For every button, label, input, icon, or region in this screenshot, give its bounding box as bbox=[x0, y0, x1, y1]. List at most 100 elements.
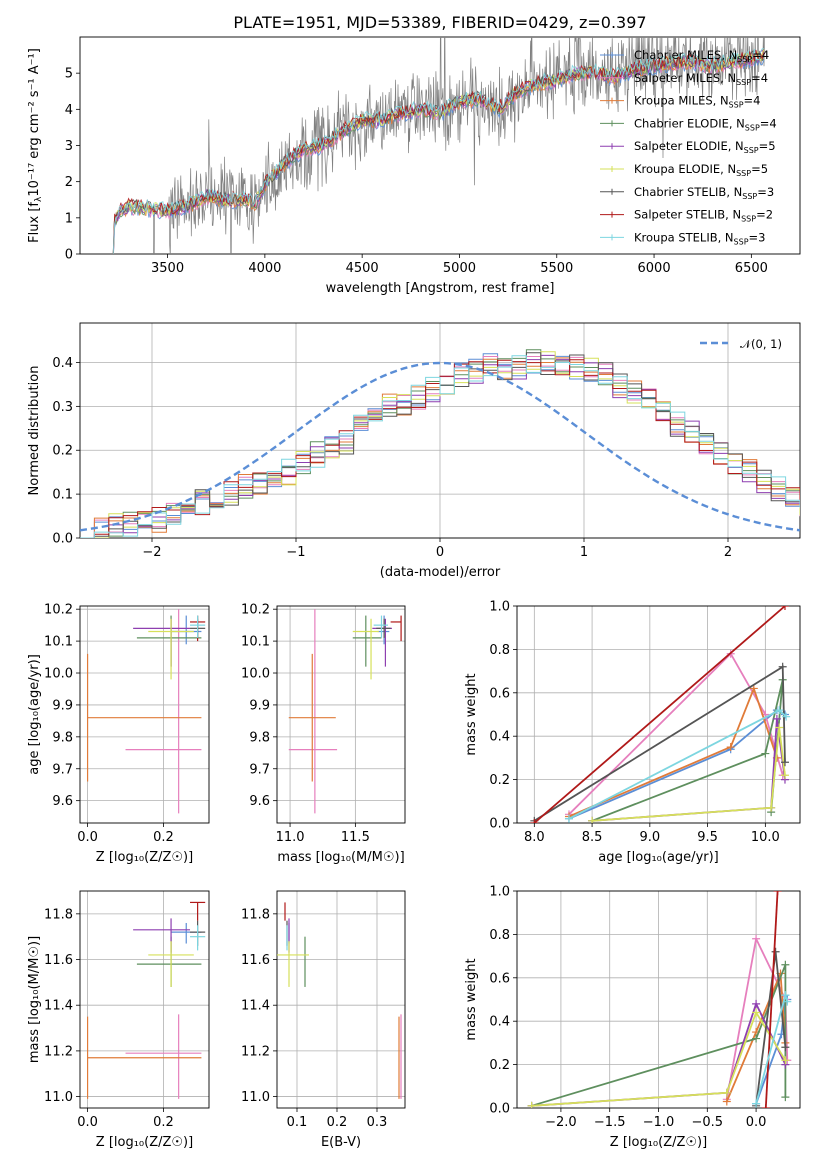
legend-entry: Salpeter ELODIE, NSSP=5 bbox=[634, 139, 776, 155]
x-tick-label: 9.0 bbox=[639, 830, 660, 845]
x-tick-label: 0 bbox=[436, 545, 444, 560]
axes-frame bbox=[516, 890, 801, 1109]
mass-weight-point bbox=[781, 991, 790, 1000]
mass-weight-point bbox=[780, 606, 789, 610]
mass-weight-point bbox=[726, 743, 735, 752]
x-tick-label: 11.5 bbox=[341, 830, 370, 845]
mass-weight-point bbox=[527, 1101, 536, 1108]
legend-entry: Kroupa STELIB, NSSP=3 bbox=[634, 230, 765, 246]
observed-spectrum bbox=[112, 37, 765, 254]
y-tick-label: 0 bbox=[65, 248, 73, 263]
mass-weight-point bbox=[752, 934, 761, 943]
y-tick-label: 9.8 bbox=[249, 730, 270, 745]
x-tick-label: −1.5 bbox=[594, 1115, 626, 1130]
y-tick-label: 10.0 bbox=[44, 667, 73, 682]
mass-weight-line bbox=[725, 935, 789, 1100]
y-tick-label: 0.1 bbox=[52, 488, 73, 503]
x-axis-label: mass [log₁₀(M/M☉)] bbox=[277, 850, 404, 865]
y-tick-label: 0.0 bbox=[489, 817, 510, 832]
legend-entry: Salpeter STELIB, NSSP=2 bbox=[634, 208, 773, 224]
figure-title: PLATE=1951, MJD=53389, FIBERID=0429, z=0… bbox=[233, 13, 646, 32]
residual-histogram bbox=[80, 355, 800, 538]
x-tick-label: 0.3 bbox=[367, 1115, 388, 1130]
axes-mass-vs-EBV: 0.1 0.2 0.3 11.0 11.2 11.4 11.6 11.8 E(B-V) bbox=[241, 890, 406, 1150]
x-axis-label: Z [log₁₀(Z/Z☉)] bbox=[96, 1135, 193, 1150]
mass-weight-line bbox=[533, 606, 786, 823]
x-tick-label: 10.0 bbox=[751, 830, 780, 845]
mass-weight-point bbox=[752, 999, 761, 1008]
x-axis-label: (data-model)/error bbox=[380, 565, 501, 580]
mass-weight-line bbox=[592, 727, 786, 822]
legend-entry: Kroupa MILES, NSSP=4 bbox=[634, 94, 760, 110]
x-axis-label: age [log₁₀(age/yr)] bbox=[598, 850, 719, 865]
y-tick-label: 10.1 bbox=[44, 635, 73, 650]
y-tick-label: 9.9 bbox=[249, 698, 270, 713]
y-tick-label: 3 bbox=[65, 139, 73, 154]
legend-entry: Salpeter MILES, NSSP=4 bbox=[634, 71, 768, 87]
mass-weight-point bbox=[783, 997, 792, 1006]
y-axis-label: mass [log₁₀(M/M☉)] bbox=[27, 936, 42, 1063]
y-tick-label: 11.0 bbox=[44, 1090, 73, 1105]
x-axis-label: Z [log₁₀(Z/Z☉)] bbox=[96, 850, 193, 865]
x-tick-label: 1 bbox=[580, 545, 588, 560]
axes-frame bbox=[79, 890, 210, 1109]
x-axis-label: E(B-V) bbox=[321, 1135, 361, 1150]
x-tick-label: 11.0 bbox=[276, 830, 305, 845]
x-tick-label: −2 bbox=[142, 545, 161, 560]
plot-area bbox=[86, 901, 206, 1099]
y-tick-label: 10.0 bbox=[241, 667, 270, 682]
x-tick-label: 8.5 bbox=[582, 830, 603, 845]
x-tick-label: −2.0 bbox=[545, 1115, 577, 1130]
y-tick-label: 1 bbox=[65, 211, 73, 226]
mass-weight-point bbox=[781, 1056, 790, 1065]
legend-entry: Chabrier MILES, NSSP=4 bbox=[634, 48, 769, 64]
mass-weight-point bbox=[761, 749, 770, 758]
x-tick-label: 3500 bbox=[151, 261, 184, 276]
x-tick-label: 0.0 bbox=[746, 1115, 767, 1130]
y-axis-label: age [log₁₀(age/yr)] bbox=[27, 654, 42, 775]
x-tick-label: 6500 bbox=[735, 261, 768, 276]
y-tick-label: 0.2 bbox=[489, 1058, 510, 1073]
x-tick-label: −1 bbox=[286, 545, 305, 560]
y-tick-label: 11.6 bbox=[44, 953, 73, 968]
x-tick-label: 4500 bbox=[346, 261, 379, 276]
y-tick-label: 10.2 bbox=[241, 603, 270, 618]
y-tick-label: 0.4 bbox=[489, 730, 510, 745]
mass-weight-line bbox=[568, 652, 784, 815]
y-tick-label: 9.8 bbox=[52, 730, 73, 745]
y-tick-label: 0.8 bbox=[489, 643, 510, 658]
mass-weight-point bbox=[771, 947, 780, 956]
mass-weight-point bbox=[752, 1034, 761, 1043]
x-tick-label: 9.5 bbox=[697, 830, 718, 845]
mass-weight-point bbox=[588, 816, 597, 823]
model-spectrum-line bbox=[112, 48, 764, 254]
x-tick-label: 2 bbox=[724, 545, 732, 560]
axes-spectrum: 3500 4000 4500 5000 5500 6000 6500 0 1 2 3 4 5 wavele… bbox=[27, 36, 801, 296]
mass-weight-point bbox=[782, 712, 791, 721]
axes-frame bbox=[276, 605, 406, 824]
axes-residuals: −2 −1 0 1 2 0.0 0.1 0.2 0.3 0.4 (data-model)/error… bbox=[27, 322, 801, 580]
mass-weight-point bbox=[775, 706, 784, 715]
y-tick-label: 9.6 bbox=[249, 794, 270, 809]
axes-weight-vs-Z: −2.0 −1.5 −1.0 −0.5 0.0 0.0 0.2 0.4 0.6 0.8 1.0 Z [… bbox=[464, 885, 801, 1150]
mass-weight-line bbox=[591, 679, 784, 822]
y-tick-label: 0.4 bbox=[489, 1015, 510, 1030]
mass-weight-point bbox=[530, 819, 539, 823]
y-tick-label: 0.0 bbox=[489, 1102, 510, 1117]
axes-mass-vs-Z: 0.0 0.2 11.0 11.2 11.4 11.6 11.8 Z [log₁₀(Z/Z☉)… bbox=[27, 890, 210, 1150]
y-tick-label: 10.1 bbox=[241, 635, 270, 650]
mass-weight-point bbox=[773, 891, 782, 895]
plot-area bbox=[80, 349, 800, 538]
axes-age-vs-mass: 11.0 11.5 9.6 9.7 9.8 9.9 10.0 10.1 10.2 mass [lo… bbox=[241, 603, 406, 865]
y-tick-label: 11.2 bbox=[241, 1044, 270, 1059]
y-axis-label: mass weight bbox=[464, 958, 479, 1040]
mass-weight-point bbox=[780, 758, 789, 767]
residual-histogram bbox=[80, 349, 800, 538]
plot-area bbox=[527, 891, 792, 1108]
plot-area bbox=[530, 606, 791, 823]
x-tick-label: 4000 bbox=[248, 261, 281, 276]
x-tick-label: 6000 bbox=[638, 261, 671, 276]
legend-entry: 𝒩(0, 1) bbox=[740, 337, 782, 351]
y-tick-label: 11.8 bbox=[241, 907, 270, 922]
